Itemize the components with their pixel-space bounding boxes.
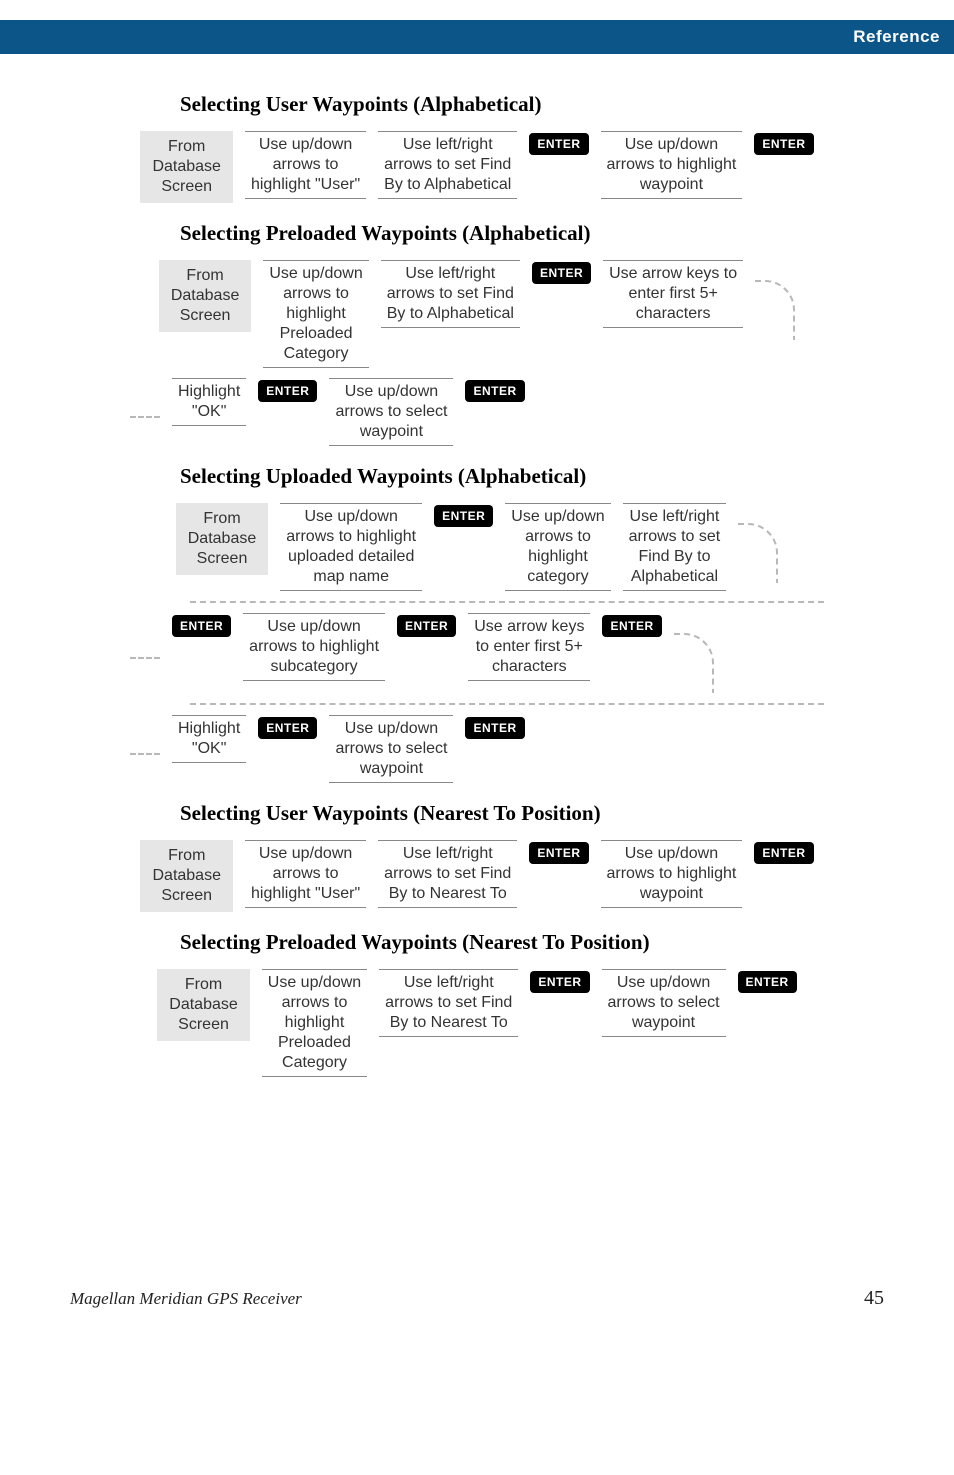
flow-step: Use left/rightarrows to set FindBy to Ne… bbox=[378, 840, 517, 908]
flow-origin: FromDatabaseScreen bbox=[176, 503, 269, 575]
flow-row: FromDatabaseScreenUse up/downarrows to h… bbox=[70, 503, 884, 591]
flow-wrap-icon bbox=[755, 280, 795, 340]
section-heading: Selecting User Waypoints (Nearest To Pos… bbox=[180, 801, 884, 826]
flow-step: Use left/rightarrows to set FindBy to Al… bbox=[381, 260, 520, 328]
flow-continuation-separator bbox=[190, 703, 824, 705]
enter-key-icon: ENTER bbox=[397, 615, 456, 637]
book-title: Magellan Meridian GPS Receiver bbox=[70, 1289, 302, 1309]
enter-key-icon: ENTER bbox=[529, 842, 588, 864]
page-footer: Magellan Meridian GPS Receiver 45 bbox=[0, 1287, 954, 1340]
flow-step: Use left/rightarrows to set FindBy to Ne… bbox=[379, 969, 518, 1037]
enter-key-icon: ENTER bbox=[465, 380, 524, 402]
section-tab: Reference bbox=[853, 27, 940, 47]
flow-row: Highlight"OK" ENTER Use up/downarrows to s… bbox=[130, 378, 884, 446]
enter-key-icon: ENTER bbox=[754, 133, 813, 155]
flow-step: Highlight"OK" bbox=[172, 715, 246, 763]
enter-key-icon: ENTER bbox=[434, 505, 493, 527]
section-heading: Selecting Preloaded Waypoints (Nearest T… bbox=[180, 930, 884, 955]
flow-wrap-icon bbox=[674, 633, 714, 693]
enter-key-icon: ENTER bbox=[258, 717, 317, 739]
flow-step: Use up/downarrows to selectwaypoint bbox=[602, 969, 726, 1037]
flow-step: Use up/downarrows tohighlight "User" bbox=[245, 131, 366, 199]
flow-row: FromDatabaseScreenUse up/downarrows tohi… bbox=[70, 840, 884, 912]
flow-step: Highlight"OK" bbox=[172, 378, 246, 426]
flow-step: Use up/downarrows to selectwaypoint bbox=[329, 378, 453, 446]
section-heading: Selecting Preloaded Waypoints (Alphabeti… bbox=[180, 221, 884, 246]
flow-step: Use up/downarrows to selectwaypoint bbox=[329, 715, 453, 783]
flow-row: FromDatabaseScreenUse up/downarrows tohi… bbox=[70, 131, 884, 203]
enter-key-icon: ENTER bbox=[529, 133, 588, 155]
section-heading: Selecting User Waypoints (Alphabetical) bbox=[180, 92, 884, 117]
flow-step: Use up/downarrows to highlightsubcategor… bbox=[243, 613, 385, 681]
header-bar: Reference bbox=[0, 20, 954, 54]
flow-row: ENTER Use up/downarrows to highlightsubca… bbox=[130, 613, 884, 693]
enter-key-icon: ENTER bbox=[738, 971, 797, 993]
flow-row: Highlight"OK" ENTER Use up/downarrows to s… bbox=[130, 715, 884, 783]
flow-step: Use up/downarrows to highlightwaypoint bbox=[601, 840, 743, 908]
flow-origin: FromDatabaseScreen bbox=[140, 840, 233, 912]
flow-continuation-separator bbox=[190, 601, 824, 603]
flow-row: FromDatabaseScreenUse up/downarrows tohi… bbox=[70, 260, 884, 368]
flow-step: Use up/downarrows tohighlight "User" bbox=[245, 840, 366, 908]
flow-step: Use arrow keysto enter first 5+character… bbox=[468, 613, 590, 681]
enter-key-icon: ENTER bbox=[532, 262, 591, 284]
section-heading: Selecting Uploaded Waypoints (Alphabetic… bbox=[180, 464, 884, 489]
flow-row: FromDatabaseScreenUse up/downarrows tohi… bbox=[70, 969, 884, 1077]
flow-wrap-icon bbox=[738, 523, 778, 583]
flow-continuation-icon bbox=[130, 416, 160, 418]
enter-key-icon: ENTER bbox=[602, 615, 661, 637]
page-number: 45 bbox=[864, 1287, 884, 1310]
enter-key-icon: ENTER bbox=[754, 842, 813, 864]
flow-step: Use up/downarrows to highlightuploaded d… bbox=[280, 503, 422, 591]
flow-step: Use left/rightarrows to set FindBy to Al… bbox=[378, 131, 517, 199]
enter-key-icon: ENTER bbox=[172, 615, 231, 637]
flow-continuation-icon bbox=[130, 657, 160, 659]
flow-continuation-icon bbox=[130, 753, 160, 755]
flow-step: Use up/downarrows tohighlightcategory bbox=[505, 503, 610, 591]
flow-step: Use arrow keys toenter first 5+character… bbox=[603, 260, 743, 328]
flow-step: Use up/downarrows tohighlightPreloadedCa… bbox=[263, 260, 368, 368]
flow-step: Use up/downarrows to highlightwaypoint bbox=[601, 131, 743, 199]
enter-key-icon: ENTER bbox=[258, 380, 317, 402]
flow-step: Use left/rightarrows to setFind By toAlp… bbox=[623, 503, 727, 591]
enter-key-icon: ENTER bbox=[530, 971, 589, 993]
enter-key-icon: ENTER bbox=[465, 717, 524, 739]
flow-origin: FromDatabaseScreen bbox=[157, 969, 250, 1041]
page-content: Selecting User Waypoints (Alphabetical) F… bbox=[0, 54, 954, 1127]
flow-step: Use up/downarrows tohighlightPreloadedCa… bbox=[262, 969, 367, 1077]
flow-origin: FromDatabaseScreen bbox=[159, 260, 252, 332]
flow-origin: FromDatabaseScreen bbox=[140, 131, 233, 203]
